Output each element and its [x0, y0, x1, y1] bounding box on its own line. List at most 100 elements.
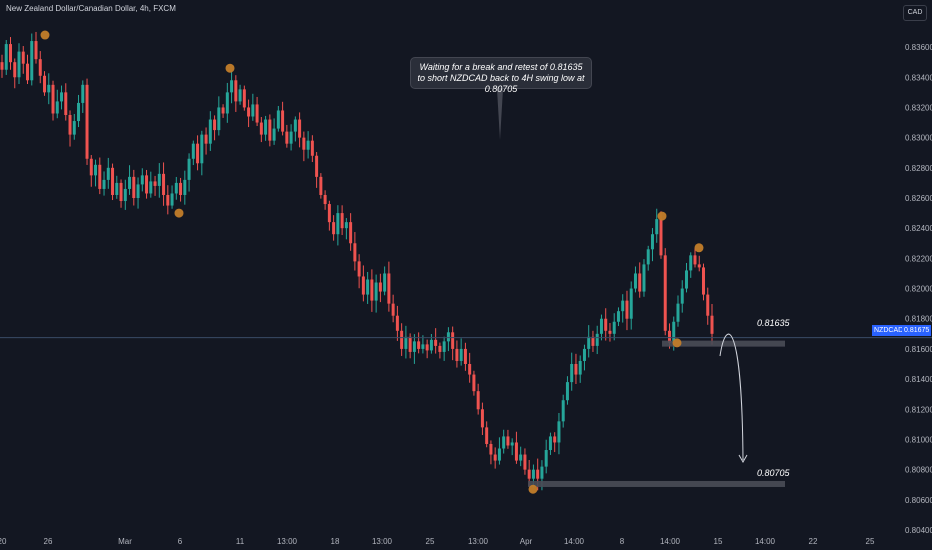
candle-down [455, 348, 459, 361]
swing-marker [40, 30, 50, 40]
current-price-tag: 0.81675 [902, 325, 932, 336]
candle-up [293, 119, 297, 132]
candle-up [264, 119, 268, 135]
candle-down [353, 243, 357, 262]
candle-up [174, 182, 178, 194]
candle-down [234, 80, 238, 102]
time-tick-label: Apr [520, 537, 533, 546]
time-tick-label: 13:00 [468, 537, 489, 546]
candle-up [650, 234, 654, 250]
candle-up [123, 188, 127, 202]
candle-down [132, 176, 136, 198]
candle-down [493, 454, 497, 461]
candle-up [170, 193, 174, 206]
time-tick-label: 18 [331, 537, 340, 546]
candle-down [242, 89, 246, 108]
candle-down [378, 282, 382, 292]
candle-down [327, 204, 331, 223]
time-tick-label: 25 [426, 537, 435, 546]
candle-down [553, 436, 557, 443]
candle-up [55, 101, 59, 114]
swing-marker [657, 211, 667, 221]
currency-button[interactable]: CAD [903, 5, 927, 21]
candle-up [115, 182, 119, 195]
candle-down [574, 364, 578, 375]
candle-down [701, 267, 705, 295]
candle-up [621, 300, 625, 312]
candle-up [548, 436, 552, 451]
candle-down [659, 219, 663, 256]
candle-up [519, 454, 523, 461]
time-tick-label: 14:00 [564, 537, 585, 546]
time-axis[interactable]: 20 26 Mar 6 11 13:00 18 13:00 25 13:00 Apr 14:00 8 14… [0, 537, 875, 546]
candle-down [26, 63, 30, 81]
candle-down [527, 469, 531, 479]
candle-up [544, 450, 548, 467]
candle-down [438, 345, 442, 352]
candle-up [570, 364, 574, 383]
candle-up [72, 121, 76, 135]
swing-marker [174, 208, 184, 218]
candle-up [102, 179, 106, 189]
candle-down [468, 364, 472, 375]
candle-down [0, 62, 4, 70]
price-tick-label: 0.81600 [905, 345, 932, 354]
candle-up [217, 107, 221, 131]
candle-down [506, 436, 510, 446]
candle-down [536, 469, 540, 479]
candle-up [128, 176, 132, 189]
price-tick-label: 0.82800 [905, 164, 932, 173]
candle-down [400, 330, 404, 349]
candle-up [510, 442, 514, 446]
price-tick-label: 0.82600 [905, 194, 932, 203]
candle-up [4, 44, 8, 70]
candle-down [349, 222, 353, 244]
candle-down [514, 442, 518, 461]
candle-down [38, 59, 42, 76]
candle-down [13, 62, 17, 78]
candle-up [191, 143, 195, 159]
candle-down [693, 255, 697, 265]
price-axis[interactable]: 0.83600 0.83400 0.83200 0.83000 0.82800 0.826… [905, 43, 932, 535]
symbol-tag: NZDCAD [872, 325, 906, 336]
candle-up [230, 80, 234, 93]
time-tick-label: 6 [178, 537, 183, 546]
candle-down [213, 119, 217, 131]
candle-down [663, 255, 667, 331]
candle-down [285, 131, 289, 144]
candle-down [417, 341, 421, 349]
projection-arrow [719, 333, 748, 464]
candle-up [272, 128, 276, 141]
candle-down [119, 182, 123, 202]
time-tick-label: Mar [118, 537, 132, 546]
candle-down [489, 443, 493, 455]
candle-down [323, 194, 327, 205]
resistance-zone [662, 340, 785, 347]
projection-curve [719, 333, 744, 461]
time-tick-label: 25 [866, 537, 875, 546]
candle-down [145, 175, 149, 194]
candle-up [238, 89, 242, 102]
candle-up [344, 222, 348, 229]
candle-up [77, 102, 81, 122]
swing-marker [528, 484, 538, 494]
candle-down [204, 134, 208, 144]
candle-down [332, 222, 336, 235]
candle-down [196, 143, 200, 164]
candle-down [370, 279, 374, 301]
candle-up [502, 436, 506, 449]
price-tick-label: 0.80800 [905, 466, 932, 475]
candle-down [472, 374, 476, 392]
candle-up [582, 348, 586, 361]
candle-up [157, 173, 161, 186]
price-tick-label: 0.82200 [905, 254, 932, 263]
price-tick-label: 0.83400 [905, 73, 932, 82]
candle-up [587, 336, 591, 349]
candle-up [383, 273, 387, 292]
candle-up [684, 270, 688, 289]
candle-down [302, 137, 306, 150]
candle-up [629, 288, 633, 319]
candle-up [225, 92, 229, 114]
candle-up [81, 84, 85, 103]
